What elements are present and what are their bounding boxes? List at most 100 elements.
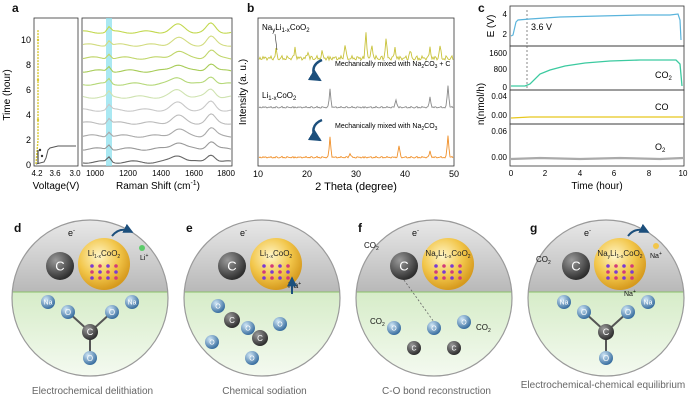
rtick: 1000 xyxy=(86,169,104,178)
cathode-particle xyxy=(78,238,130,290)
particle-sub: 2 xyxy=(640,254,643,260)
lattice-atom xyxy=(262,264,266,268)
panel-e-letter: e xyxy=(186,221,193,235)
atom-label: O xyxy=(65,308,71,317)
atom-label: C xyxy=(451,345,456,352)
co2-label: CO2 xyxy=(476,323,491,334)
panel-c-xlabel: Time (hour) xyxy=(571,181,622,192)
panel-c-co2-label: CO2 xyxy=(655,70,673,82)
o2-tick: 0.06 xyxy=(491,127,507,136)
lattice-atom xyxy=(606,264,610,268)
lattice-atom xyxy=(622,276,626,280)
xtick: 10 xyxy=(679,169,688,178)
dashed-bond xyxy=(403,279,435,323)
lattice-atom xyxy=(442,264,446,268)
carbon-atom xyxy=(224,312,240,328)
panel-c-xticks: 0 2 4 6 8 10 xyxy=(509,169,688,178)
co2-sub: 2 xyxy=(488,328,491,334)
panel-c-co-line xyxy=(510,116,683,119)
schematic-outline xyxy=(527,219,685,377)
atom-label: C xyxy=(411,345,416,352)
co2-sub: 2 xyxy=(376,246,379,252)
panel-a-ylabel: Time (hour) xyxy=(2,69,13,120)
panel-a-yticks: 0 2 4 6 8 10 xyxy=(21,35,31,170)
raman-spectrum xyxy=(82,154,232,164)
lattice-atom xyxy=(434,276,438,280)
caption-e: Chemical sodiation xyxy=(222,386,307,397)
panel-c-v-marker: 3.6 V xyxy=(531,22,552,32)
co2-sub: 2 xyxy=(382,322,385,328)
lattice-atom xyxy=(630,264,634,268)
raman-spectrum xyxy=(82,127,232,138)
ion-label: Li+ xyxy=(140,253,148,262)
atom-label: Na xyxy=(644,299,653,306)
particle-text: Li xyxy=(260,249,266,258)
panel-c-n-label: n(nmol/h) xyxy=(476,83,487,125)
particle-sub: 1-x xyxy=(266,254,273,260)
particle-text: CoO xyxy=(451,249,467,258)
panel-c-o2-line xyxy=(510,156,684,161)
lattice-atom xyxy=(106,276,110,280)
xrd-pattern xyxy=(258,32,454,62)
particle-label: Li1-xCoO2 xyxy=(88,249,121,260)
panel-a-raman-spectra xyxy=(82,22,232,164)
xtick: 6 xyxy=(612,169,617,178)
lattice-atom xyxy=(106,264,110,268)
particle-sub: 2 xyxy=(468,254,471,260)
lattice-atom xyxy=(278,270,282,274)
ion-sup: + xyxy=(633,289,636,295)
atom-label: C xyxy=(399,259,408,274)
co2-tick: 800 xyxy=(494,65,508,74)
atom-label: Na xyxy=(560,299,569,306)
lattice-atom xyxy=(286,276,290,280)
ytick: 6 xyxy=(26,85,31,95)
lattice-atom xyxy=(90,264,94,268)
particle-sub: 1-x xyxy=(444,254,451,260)
panel-c-o2-label: O2 xyxy=(655,142,666,154)
panel-c-frames xyxy=(509,5,685,167)
atom-label: O xyxy=(245,325,251,332)
lattice-atom xyxy=(434,270,438,274)
lattice-atom xyxy=(270,276,274,280)
atom-label: O xyxy=(461,319,467,326)
oxygen-atom xyxy=(245,351,259,365)
panel-b-xlabel: 2 Theta (degree) xyxy=(315,181,397,193)
particle-text: Li xyxy=(438,249,444,258)
panel-a-raman-ticks: 1000 1200 1400 1600 1800 xyxy=(86,169,235,178)
vtick: 3.0 xyxy=(69,169,81,178)
ytick: 4 xyxy=(26,110,31,120)
panel-c-yticks: 2 4 0 800 1600 0.00 0.04 0.00 0.06 xyxy=(489,10,507,162)
vtick: 4.2 xyxy=(31,169,43,178)
particle-label: Li1-xCoO2 xyxy=(260,249,293,260)
sodium-atom xyxy=(41,295,55,309)
atom-label: O xyxy=(249,355,255,362)
lattice-atom xyxy=(614,276,618,280)
atom-label: O xyxy=(87,354,93,363)
arrow xyxy=(111,223,134,237)
xtick: 2 xyxy=(543,169,548,178)
lattice-atom xyxy=(442,276,446,280)
atom-label: O xyxy=(277,321,283,328)
panel-f-letter: f xyxy=(358,221,363,235)
raman-spectrum xyxy=(82,141,232,151)
atom-label: O xyxy=(603,354,609,363)
lattice-atom xyxy=(106,270,110,274)
lattice-atom xyxy=(286,270,290,274)
oxygen-atom xyxy=(273,317,287,331)
particle-sub: 1-x xyxy=(94,254,101,260)
panel-b-letter: b xyxy=(247,1,254,15)
schematic-outline xyxy=(11,219,169,377)
lattice-atom xyxy=(458,270,462,274)
lattice-atom xyxy=(98,270,102,274)
panel-b-xticks: 10 20 30 40 50 xyxy=(253,169,459,179)
lattice-atom xyxy=(450,264,454,268)
xtick: 30 xyxy=(351,169,361,179)
panel-c-co2-line xyxy=(511,59,683,87)
rtick: 1200 xyxy=(119,169,137,178)
particle-label: NayLi1-xCoO2 xyxy=(597,249,642,260)
panel-a-voltage-ticks: 4.2 3.6 3.0 xyxy=(31,169,81,178)
schematic-outline xyxy=(183,219,341,377)
lattice-atom xyxy=(614,264,618,268)
